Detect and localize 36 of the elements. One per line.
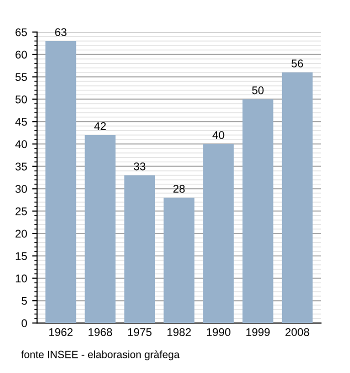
data-label: 63 (55, 28, 66, 36)
bar (203, 144, 234, 324)
x-tick-label: 1962 (49, 328, 73, 336)
y-tick-label: 5 (22, 297, 27, 305)
x-tick-label: 1982 (168, 328, 191, 336)
data-label: 42 (94, 122, 106, 130)
y-tick-label: 25 (16, 207, 27, 216)
y-tick-label: 45 (15, 118, 27, 126)
x-tick-label: 1999 (246, 328, 270, 336)
source-note: fonte INSEE - elaborasion gràfega (21, 350, 180, 360)
data-label: 56 (292, 60, 303, 68)
x-tick-label: 2008 (285, 328, 310, 336)
bar (282, 72, 313, 324)
y-tick-label: 0 (22, 319, 27, 328)
x-tick-label: 1975 (128, 328, 152, 336)
y-tick-label: 60 (16, 50, 27, 59)
y-tick-label: 35 (15, 162, 27, 170)
x-tick-label: 1990 (206, 328, 230, 336)
data-label: 28 (173, 184, 185, 193)
y-tick-label: 20 (16, 230, 27, 238)
y-tick-label: 40 (15, 140, 27, 148)
data-label: 40 (212, 131, 224, 140)
y-tick-label: 30 (15, 185, 27, 193)
data-label: 50 (252, 86, 264, 94)
bar (45, 41, 76, 324)
bar (84, 135, 116, 324)
y-tick-label: 10 (16, 274, 27, 282)
y-tick-label: 55 (15, 73, 27, 81)
data-label: 33 (134, 162, 146, 170)
x-tick-label: 1968 (88, 328, 112, 336)
bar (164, 198, 194, 324)
y-tick-label: 65 (16, 28, 27, 36)
bar (124, 175, 155, 324)
bar (242, 99, 274, 324)
y-tick-label: 50 (15, 95, 27, 104)
y-tick-label: 15 (16, 252, 27, 260)
